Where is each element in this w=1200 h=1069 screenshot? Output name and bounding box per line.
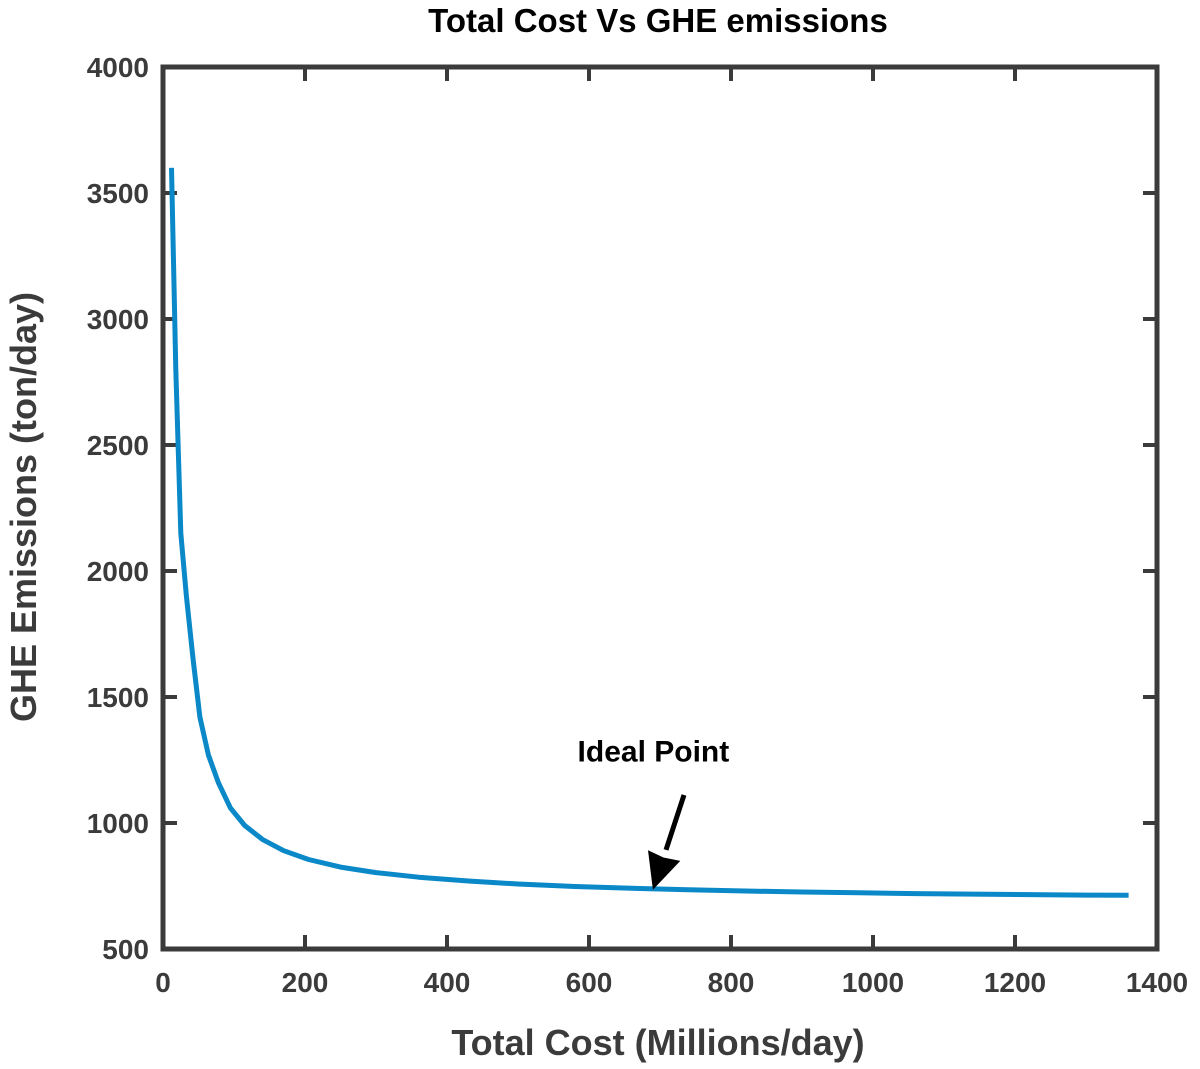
x-tick-label: 200 — [282, 967, 329, 998]
x-tick-label: 1200 — [984, 967, 1046, 998]
annotation-label: Ideal Point — [578, 735, 730, 768]
x-tick-label: 400 — [424, 967, 471, 998]
x-axis-label: Total Cost (Millions/day) — [451, 1022, 864, 1063]
plot-frame — [160, 64, 1160, 952]
y-tick-label: 2000 — [87, 556, 149, 587]
x-tick-label: 1000 — [842, 967, 904, 998]
y-tick-label: 4000 — [87, 52, 149, 83]
y-tick-label: 2500 — [87, 430, 149, 461]
series-line-0 — [169, 167, 1129, 898]
annotation-arrow-head — [648, 850, 681, 890]
chart-title: Total Cost Vs GHE emissions — [428, 2, 888, 39]
x-tick-label: 1400 — [1126, 967, 1188, 998]
series-layer — [169, 167, 1129, 898]
y-tick-label: 1000 — [87, 808, 149, 839]
x-tick-label: 800 — [708, 967, 755, 998]
y-tick-label: 3000 — [87, 304, 149, 335]
y-axis-label: GHE Emissions (ton/day) — [3, 292, 44, 722]
annotation-arrow-shaft — [663, 794, 687, 851]
tick-layer: 0 200 400 600 800 1000 1200 1400 500 1000 1500 2000… — [87, 52, 1188, 998]
x-tick-label: 0 — [155, 967, 171, 998]
annotation-layer: Ideal Point — [578, 735, 730, 890]
x-tick-label: 600 — [566, 967, 613, 998]
y-tick-label: 500 — [102, 934, 149, 965]
y-tick-label: 1500 — [87, 682, 149, 713]
y-tick-label: 3500 — [87, 178, 149, 209]
